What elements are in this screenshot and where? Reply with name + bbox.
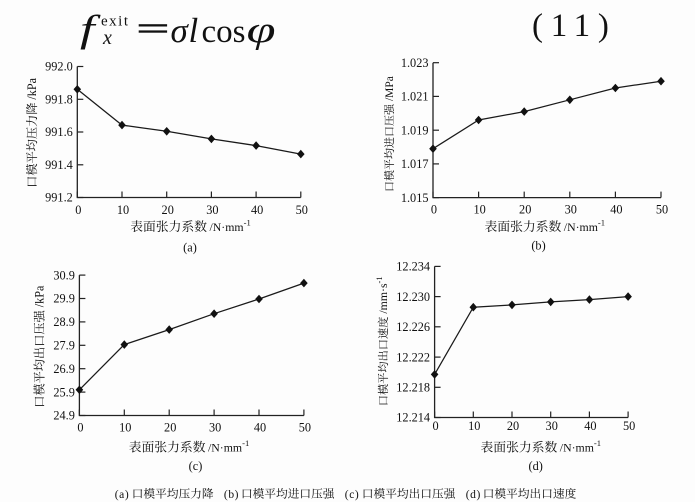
svg-text:28.9: 28.9	[53, 315, 75, 329]
svg-text:10: 10	[468, 419, 480, 433]
svg-text:12.226: 12.226	[396, 320, 430, 334]
svg-text:24.9: 24.9	[53, 409, 75, 423]
svg-text:20: 20	[164, 420, 176, 434]
svg-text:/kPa: /kPa	[33, 285, 47, 307]
svg-text:50: 50	[296, 203, 308, 217]
svg-text:25.9: 25.9	[53, 385, 75, 399]
svg-text:cos: cos	[202, 14, 246, 50]
svg-text:12.222: 12.222	[396, 350, 430, 364]
svg-text:26.9: 26.9	[53, 362, 75, 376]
svg-text:1.015: 1.015	[401, 191, 429, 205]
svg-text:20: 20	[519, 202, 531, 216]
svg-text:50: 50	[623, 419, 635, 433]
svg-text:20: 20	[162, 203, 174, 217]
svg-text:(d): (d)	[529, 459, 543, 473]
svg-text:(a): (a)	[183, 241, 197, 255]
svg-text:(c): (c)	[189, 459, 203, 473]
svg-text:/N·mm-1: /N·mm-1	[208, 438, 249, 455]
svg-text:12.214: 12.214	[396, 411, 430, 425]
svg-text:30: 30	[546, 419, 558, 433]
svg-text:30: 30	[206, 203, 218, 217]
svg-text:29.9: 29.9	[53, 292, 75, 306]
svg-text:992.0: 992.0	[45, 60, 73, 74]
svg-text:40: 40	[254, 420, 266, 434]
svg-text:/kPa: /kPa	[25, 77, 39, 99]
svg-text:(a): (a)	[115, 489, 130, 501]
svg-text:x: x	[102, 27, 112, 49]
svg-text:30: 30	[209, 420, 221, 434]
svg-text:30.9: 30.9	[53, 268, 75, 282]
svg-text:0: 0	[431, 202, 437, 216]
svg-text:40: 40	[610, 202, 622, 216]
svg-text:/N·mm-1: /N·mm-1	[564, 218, 605, 235]
svg-text:0: 0	[75, 203, 81, 217]
svg-text:f: f	[80, 7, 101, 49]
svg-text:40: 40	[584, 419, 596, 433]
svg-text:exit: exit	[101, 14, 130, 30]
svg-text:/N·mm-1: /N·mm-1	[560, 438, 601, 455]
svg-text:φ: φ	[247, 9, 276, 50]
svg-text:50: 50	[299, 420, 311, 434]
svg-text:20: 20	[507, 419, 519, 433]
svg-text:0: 0	[433, 419, 439, 433]
svg-text:(b): (b)	[531, 239, 545, 253]
svg-text:l: l	[189, 11, 199, 50]
svg-text:10: 10	[119, 420, 131, 434]
svg-text:1.023: 1.023	[401, 56, 429, 70]
svg-text:10: 10	[117, 203, 129, 217]
svg-text:10: 10	[473, 202, 485, 216]
svg-text:(d): (d)	[466, 489, 481, 501]
svg-text:991.6: 991.6	[45, 125, 73, 139]
svg-text:(c): (c)	[345, 489, 360, 501]
svg-text:40: 40	[251, 203, 263, 217]
svg-text:(b): (b)	[224, 489, 239, 501]
svg-text:1.019: 1.019	[401, 123, 429, 137]
svg-text:12.218: 12.218	[396, 381, 430, 395]
svg-text:0: 0	[77, 420, 83, 434]
svg-text:/mm·s-1: /mm·s-1	[374, 276, 390, 313]
svg-text:12.234: 12.234	[396, 260, 430, 274]
svg-text:27.9: 27.9	[53, 339, 75, 353]
svg-text:12.230: 12.230	[396, 290, 430, 304]
svg-text:991.2: 991.2	[45, 191, 73, 205]
svg-text:991.4: 991.4	[45, 158, 73, 172]
svg-text:/MPa: /MPa	[384, 76, 396, 101]
svg-text:/N·mm-1: /N·mm-1	[210, 218, 251, 235]
svg-text:991.8: 991.8	[45, 93, 73, 107]
svg-text:1.017: 1.017	[401, 157, 429, 171]
svg-text:(11): (11)	[532, 8, 617, 44]
svg-text:1.021: 1.021	[401, 90, 429, 104]
svg-text:30: 30	[565, 202, 577, 216]
svg-text:50: 50	[656, 202, 668, 216]
svg-text:σ: σ	[171, 11, 190, 50]
